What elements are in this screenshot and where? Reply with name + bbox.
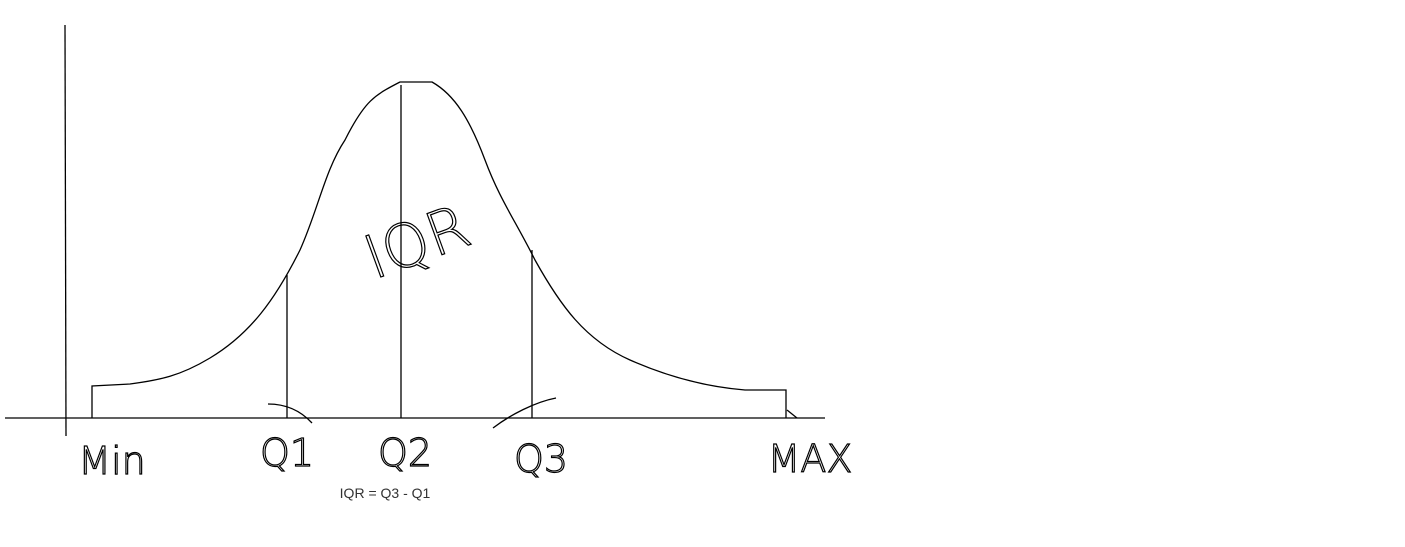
max-tick [786, 409, 798, 419]
q1-label: Q1 [260, 431, 314, 475]
y-axis [64, 24, 67, 437]
q3-tick [492, 397, 557, 429]
q3-label: Q3 [514, 437, 568, 481]
min-label: Min [78, 439, 145, 483]
q2-label: Q2 [378, 431, 432, 475]
q1-tick [267, 403, 313, 424]
formula: IQR = Q3 - Q1 [340, 485, 431, 501]
max-label: MAX [768, 437, 853, 481]
distribution-curve [91, 81, 787, 418]
